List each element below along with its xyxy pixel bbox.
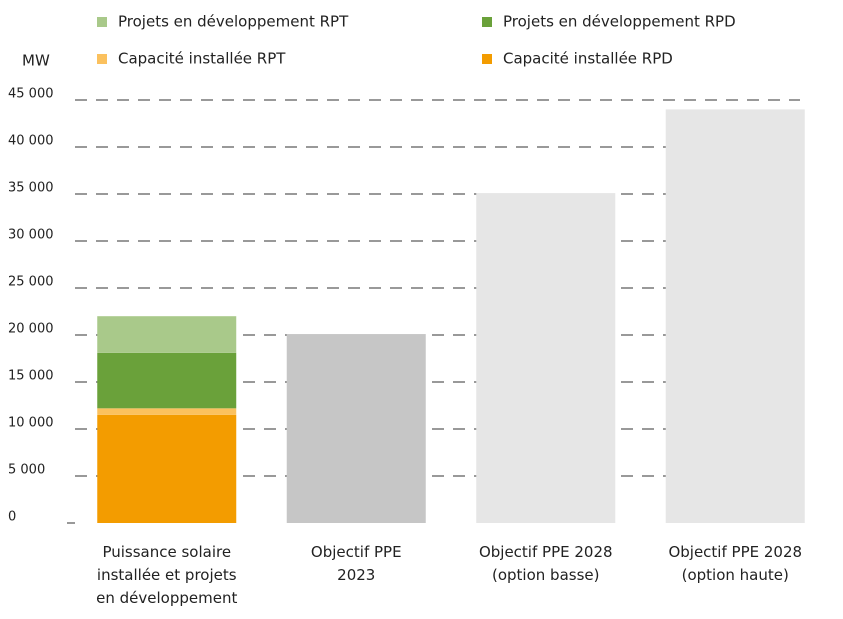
y-tick-label: 15 000 bbox=[8, 369, 54, 384]
x-tick-label: Objectif PPE 2028 (option basse) bbox=[479, 543, 613, 584]
legend-label: Capacité installée RPD bbox=[503, 50, 673, 68]
target-bar bbox=[665, 109, 805, 524]
legend-label: Capacité installée RPT bbox=[118, 50, 286, 68]
y-axis-label: MW bbox=[22, 52, 50, 70]
legend-label: Projets en développement RPT bbox=[118, 13, 349, 31]
legend-swatch bbox=[97, 17, 107, 27]
x-tick-label: Puissance solaire installée et projets en … bbox=[96, 543, 237, 607]
target-bar bbox=[286, 334, 426, 523]
y-tick-label: 10 000 bbox=[8, 416, 54, 431]
target-bar bbox=[476, 193, 616, 523]
y-tick-label: 20 000 bbox=[8, 322, 54, 337]
y-tick-label: 5 000 bbox=[8, 463, 45, 478]
y-tick-label: 30 000 bbox=[8, 228, 54, 243]
legend-label: Projets en développement RPD bbox=[503, 13, 736, 31]
y-tick-label: 45 000 bbox=[8, 87, 54, 102]
legend-swatch bbox=[482, 17, 492, 27]
bar-segment bbox=[97, 408, 237, 415]
bar-segment bbox=[97, 316, 237, 353]
y-tick-label: 0 bbox=[8, 510, 16, 525]
legend-swatch bbox=[482, 54, 492, 64]
x-tick-label: Objectif PPE 2028 (option haute) bbox=[668, 543, 802, 584]
legend-swatch bbox=[97, 54, 107, 64]
bar-segment bbox=[97, 414, 237, 523]
x-tick-label: Objectif PPE 2023 bbox=[311, 543, 402, 584]
bar-segment bbox=[97, 352, 237, 409]
y-tick-label: 40 000 bbox=[8, 134, 54, 149]
y-tick-label: 35 000 bbox=[8, 181, 54, 196]
y-tick-label: 25 000 bbox=[8, 275, 54, 290]
